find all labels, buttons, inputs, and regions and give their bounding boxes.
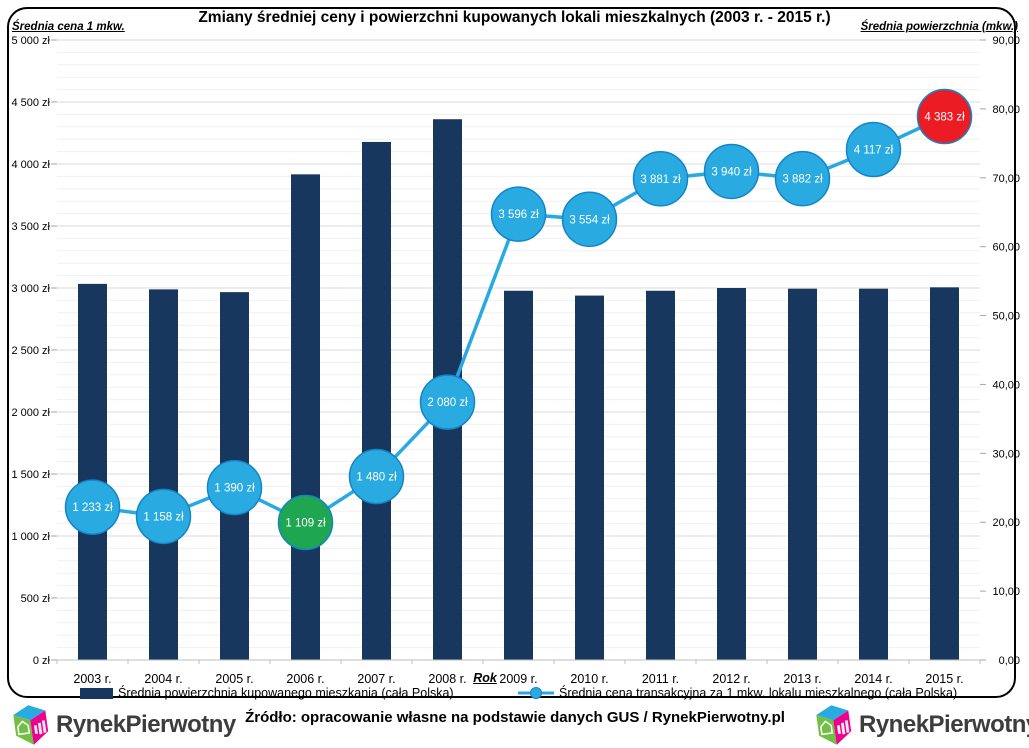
source-text: Źródło: opracowanie własne na podstawie … — [245, 709, 785, 726]
x-axis-label: 2011 r. — [642, 672, 679, 686]
x-axis-label: 2015 r. — [925, 672, 963, 686]
bar-2013 — [788, 288, 817, 660]
left-axis-tick: 1 500 zł — [11, 469, 50, 481]
marker-label-2012: 3 940 zł — [711, 166, 752, 178]
marker-2010 — [561, 191, 618, 248]
marker-label-2011: 3 881 zł — [640, 174, 681, 186]
left-axis-tick: 4 500 zł — [11, 97, 50, 109]
bar-2009 — [504, 290, 533, 660]
marker-label-2005: 1 390 zł — [214, 483, 255, 495]
right-axis-tick: 80,00 — [992, 104, 1020, 116]
right-axis-tick: 30,00 — [992, 448, 1020, 460]
bar-2006 — [291, 174, 320, 661]
legend-area-label: Średnia powierzchnia kupowanego mieszkan… — [118, 686, 454, 700]
marker-2005 — [206, 459, 263, 516]
brand-name: RynekPierwotny — [56, 711, 236, 738]
right-axis-tick: 40,00 — [992, 379, 1020, 391]
marker-2013 — [774, 150, 831, 207]
chart-title: Zmiany średniej ceny i powierzchni kupow… — [198, 9, 831, 26]
x-axis-title: Rok — [473, 671, 497, 685]
x-axis-label: 2009 r. — [499, 672, 537, 686]
brand-logo-right: RynekPierwotny — [815, 704, 1029, 746]
x-axis-label: 2012 r. — [712, 672, 750, 686]
right-axis-tick: 20,00 — [992, 517, 1020, 529]
marker-2007 — [348, 448, 405, 505]
marker-2008 — [419, 374, 476, 430]
right-axis-tick: 70,00 — [992, 173, 1020, 185]
marker-label-2006: 1 109 zł — [285, 517, 326, 529]
bar-2014 — [859, 288, 888, 660]
marker-2006 — [277, 494, 334, 551]
x-axis-label: 2007 r. — [357, 672, 395, 686]
legend-line-marker-icon — [518, 687, 554, 699]
left-axis-tick: 3 000 zł — [11, 283, 50, 295]
legend-price-label: Średnia cena transakcyjna za 1 mkw. loka… — [559, 686, 958, 700]
right-axis-tick: 0,00 — [999, 655, 1020, 667]
left-axis-tick: 5 000 zł — [11, 35, 50, 47]
rynekpierwotny-cube-icon — [13, 705, 49, 745]
left-axis-tick: 1 000 zł — [11, 531, 50, 543]
bar-2010 — [575, 295, 604, 660]
marker-label-2008: 2 080 zł — [427, 397, 468, 409]
x-axis-label: 2010 r. — [570, 672, 608, 686]
marker-label-2009: 3 596 zł — [498, 209, 539, 221]
brand-logo-left: RynekPierwotny — [12, 704, 236, 746]
brand-name: RynekPierwotny — [859, 711, 1029, 738]
left-axis-tick: 500 zł — [21, 593, 51, 605]
bar-2011 — [646, 290, 675, 660]
rynekpierwotny-cube-icon — [816, 705, 852, 745]
right-axis-tick: 50,00 — [992, 311, 1020, 323]
marker-2014 — [845, 121, 902, 178]
left-axis-tick: 2 500 zł — [11, 345, 50, 357]
marker-2015 — [916, 88, 973, 145]
marker-2003 — [64, 479, 121, 535]
marker-2012 — [703, 143, 760, 200]
marker-label-2010: 3 554 zł — [569, 214, 610, 226]
bar-2007 — [362, 141, 391, 660]
bar-2004 — [149, 289, 178, 660]
marker-2011 — [632, 151, 689, 207]
marker-2009 — [490, 186, 547, 242]
marker-label-2003: 1 233 zł — [72, 502, 113, 514]
left-axis-tick: 3 500 zł — [11, 221, 50, 233]
x-axis-label: 2004 r. — [144, 672, 182, 686]
legend-item-area: Średnia powierzchnia kupowanego mieszkan… — [80, 686, 454, 700]
right-axis-tick: 90,00 — [992, 35, 1020, 47]
left-axis-title: Średnia cena 1 mkw. — [12, 21, 125, 33]
marker-2004 — [135, 488, 192, 545]
bar-2012 — [717, 288, 746, 660]
right-axis-tick: 10,00 — [992, 586, 1020, 598]
marker-label-2014: 4 117 zł — [854, 144, 894, 156]
right-axis-tick: 60,00 — [992, 242, 1020, 254]
right-axis-title: Średnia powierzchnia (mkw.) — [860, 21, 1018, 33]
left-axis-tick: 2 000 zł — [11, 407, 50, 419]
x-axis-label: 2014 r. — [854, 672, 892, 686]
legend-item-price: Średnia cena transakcyjna za 1 mkw. loka… — [518, 686, 957, 700]
left-axis-tick: 0 zł — [33, 655, 51, 667]
bar-2003 — [78, 283, 107, 660]
marker-label-2007: 1 480 zł — [356, 471, 397, 483]
bar-2015 — [930, 287, 959, 660]
marker-label-2015: 4 383 zł — [924, 112, 965, 124]
left-axis-tick: 4 000 zł — [11, 159, 50, 171]
x-axis-label: 2005 r. — [215, 672, 253, 686]
x-axis-label: 2008 r. — [428, 672, 466, 686]
x-axis-label: 2013 r. — [783, 672, 821, 686]
x-axis-label: 2006 r. — [286, 672, 324, 686]
x-axis-label: 2003 r. — [73, 672, 111, 686]
legend-bar-swatch-icon — [80, 687, 113, 699]
marker-label-2013: 3 882 zł — [782, 174, 823, 186]
marker-label-2004: 1 158 zł — [143, 511, 184, 523]
